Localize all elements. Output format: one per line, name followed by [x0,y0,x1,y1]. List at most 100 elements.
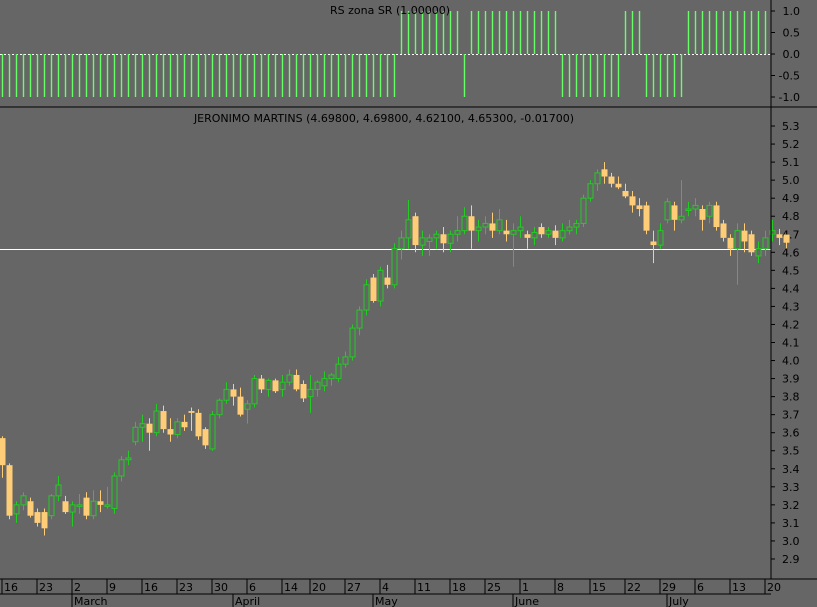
rs-tick-label: -1.0 [779,91,800,104]
candle-body-up [566,226,573,232]
day-tick-label: 16 [4,581,18,594]
candle-body-down [720,223,727,238]
candle-body-up [447,233,454,244]
candle-body-down [615,183,622,188]
candle-body-down [62,501,69,513]
candle-body-up [482,222,489,228]
candle-body-up [762,237,769,250]
month-tick-label: July [668,595,689,607]
candle-body-up [755,248,762,257]
candle-body-down [195,412,202,437]
candle-body-down [0,438,6,466]
day-tick-label: 2 [74,581,81,594]
price-tick-label: 4.4 [782,282,800,295]
candle-body-up [678,215,685,221]
candle-body-up [692,204,699,210]
candle-body-down [608,176,615,184]
price-tick-label: 4.2 [782,318,800,331]
candle-body-up [125,457,132,461]
candle-body-down [181,421,188,428]
price-tick-label: 4.5 [782,264,800,277]
candle-body-up [265,379,272,390]
candle-body-down [636,205,643,210]
candle-body-down [300,383,307,399]
day-tick-label: 29 [662,581,676,594]
candle-body-down [650,241,657,246]
candle-body-up [139,423,146,428]
candle-body-up [69,504,76,513]
candle-body-down [412,216,419,246]
candle-body-down [643,205,650,231]
candle-body-up [209,414,216,450]
candle-body-up [286,374,293,383]
candle-body-down [272,380,279,392]
day-tick-label: 6 [697,581,704,594]
candle-body-up [335,363,342,380]
price-tick-label: 4.0 [782,355,800,368]
day-tick-label: 20 [767,581,781,594]
price-tick-label: 3.0 [782,535,800,548]
price-tick-label: 3.7 [782,409,800,422]
candle-body-down [167,429,174,435]
candle-body-up [426,237,433,242]
day-tick-label: 23 [179,581,193,594]
candle-body-up [55,484,62,497]
price-tick-label: 4.6 [782,246,800,259]
price-tick-label: 2.9 [782,553,800,566]
price-tick-label: 5.3 [782,120,800,133]
month-tick-label: June [514,595,539,607]
candle-body-up [111,475,118,509]
candle-body-down [601,169,608,177]
candle-body-down [230,389,237,397]
candle-body-up [132,426,139,443]
candle-body-down [160,411,167,430]
rs-tick-label: -0.5 [779,70,800,83]
candle-body-up [559,230,566,239]
month-tick-label: April [235,595,260,607]
candle-body-down [188,411,195,413]
candle-body-up [657,230,664,246]
candle-body-down [384,277,391,285]
candle-body-up [20,495,27,506]
candle-body-down [440,234,447,244]
candle-body-up [734,230,741,250]
candle-body-up [664,201,671,221]
candle-body-down [503,230,510,235]
price-tick-label: 3.5 [782,445,800,458]
day-tick-label: 1 [522,581,529,594]
candle-body-up [461,215,468,232]
candle-body-down [748,234,755,253]
candle-body-up [398,237,405,250]
price-tick-label: 3.6 [782,427,800,440]
candle-body-up [251,378,258,405]
candle-body-up [356,309,363,329]
candle-body-up [475,226,482,232]
candle-body-up [174,421,181,436]
candle-body-down [776,234,783,238]
candle-body-up [118,459,125,477]
candle-body-down [713,205,720,228]
candle-body-up [48,495,55,517]
day-tick-label: 15 [592,581,606,594]
candle-body-down [27,501,34,516]
candle-body-up [531,231,538,239]
candle-body-down [629,196,636,206]
candle-body-up [769,230,776,235]
candle-body-down [146,423,153,433]
candle-body-up [405,219,412,239]
day-tick-label: 11 [417,581,431,594]
candle-body-down [524,234,531,238]
price-tick-label: 5.0 [782,174,800,187]
candle-body-down [34,512,41,523]
candle-body-up [377,269,384,302]
candle-body-up [517,226,524,232]
candle-body-up [685,208,692,212]
day-tick-label: 6 [249,581,256,594]
candle-body-up [433,233,440,239]
candle-body-up [496,219,503,232]
candle-body-up [104,504,111,507]
candle-body-down [370,277,377,302]
month-tick-label: May [375,595,398,607]
price-tick-label: 4.9 [782,192,800,205]
